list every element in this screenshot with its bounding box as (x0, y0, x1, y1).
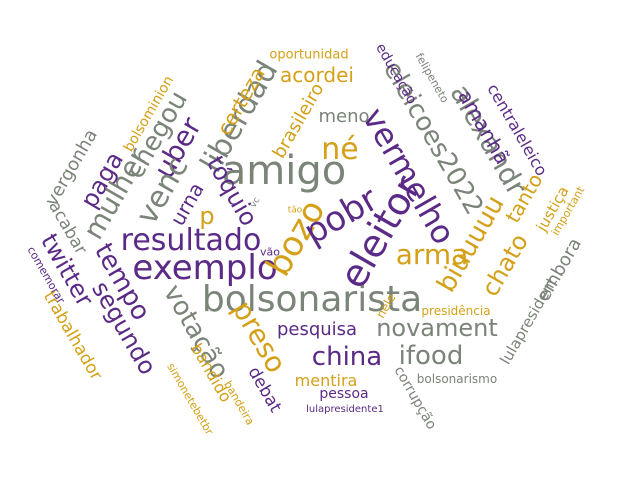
word-bolsonarista: bolsonarista (201, 279, 423, 320)
word-novament: novament (376, 314, 498, 342)
word-amigo: amigo (221, 148, 347, 194)
word-p: p (199, 202, 215, 230)
word-exemplo: exemplo (132, 248, 278, 288)
word-ifood: ifood (398, 341, 464, 371)
word-acordei: acordei (280, 63, 354, 87)
word-pesquisa: pesquisa (276, 319, 358, 340)
word-ne: né (321, 132, 359, 167)
word-meno: meno (318, 106, 370, 127)
word-mentira: mentira (294, 371, 358, 390)
word-presidencia: presidência (421, 304, 491, 318)
word-bolsonarismo: bolsonarismo (416, 372, 498, 386)
word-vao: vão (260, 245, 280, 259)
word-pessoa: pessoa (319, 386, 369, 402)
word-lulapresidente1: lulapresidente1 (306, 404, 384, 415)
word-china: china (311, 342, 383, 372)
word-arma: arma (395, 238, 469, 271)
word-oportunidad: oportunidad (269, 47, 349, 63)
word-tao: tão (287, 205, 303, 216)
word-resultado: resultado (120, 223, 262, 258)
word-debat: debat (243, 363, 286, 417)
